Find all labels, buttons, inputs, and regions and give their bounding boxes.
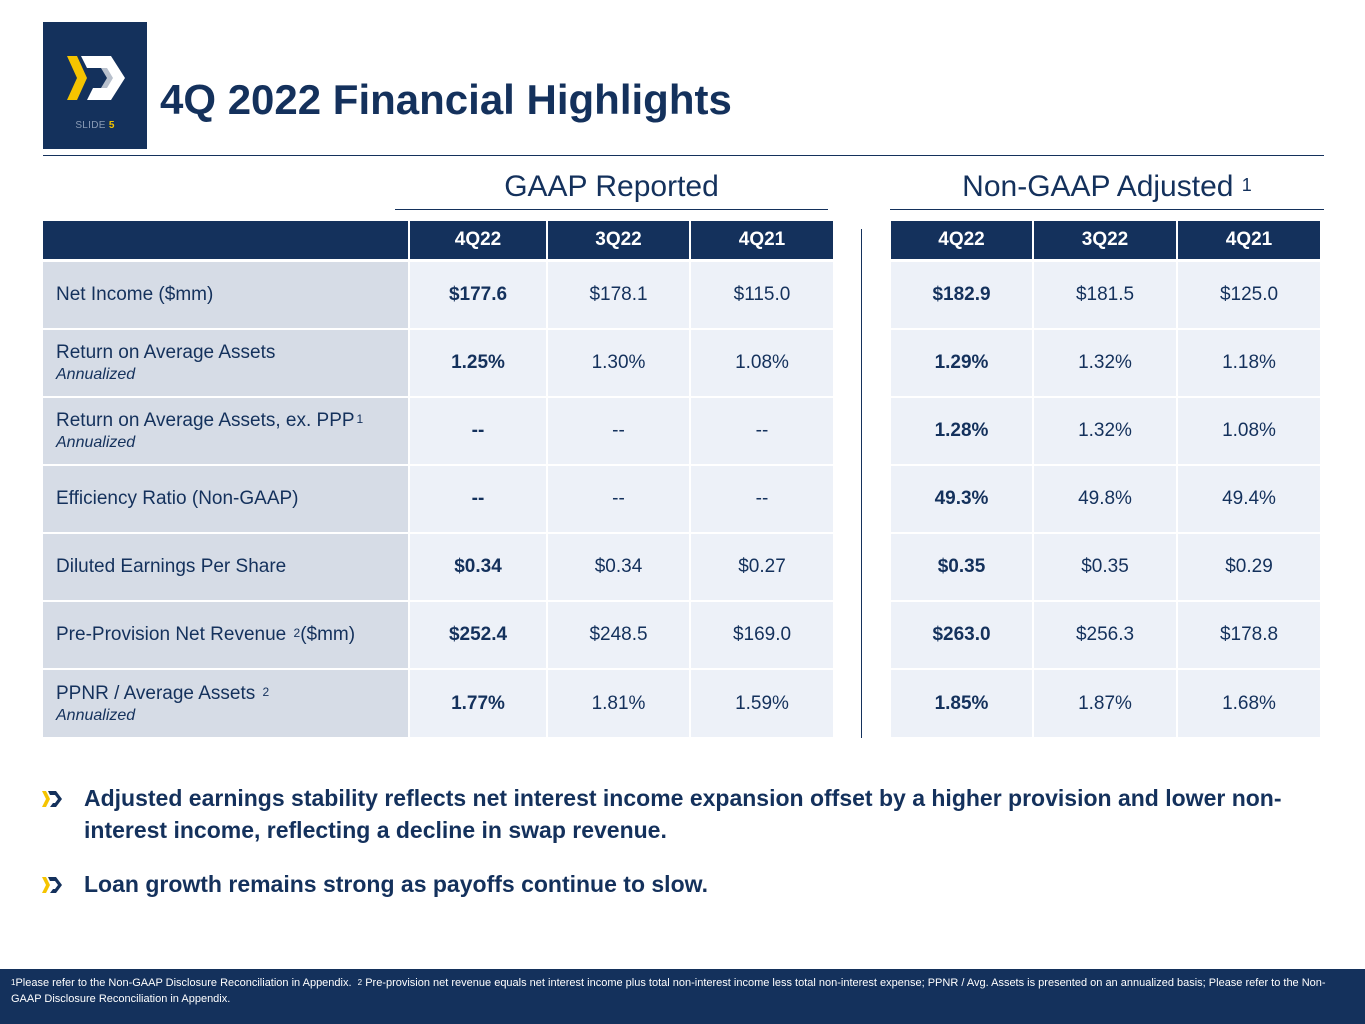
table-cell: $115.0	[691, 262, 833, 328]
table-cell: 1.68%	[1178, 670, 1320, 737]
table-cell: --	[410, 466, 546, 532]
table-cell: 1.25%	[410, 330, 546, 396]
table-cell: 1.81%	[548, 670, 689, 737]
table-cell: $169.0	[691, 602, 833, 668]
table-row-label: PPNR / Average Assets 2 Annualized	[43, 670, 408, 737]
non-gaap-section-title-text: Non-GAAP Adjusted	[962, 170, 1234, 203]
table-cell: $0.35	[1034, 534, 1176, 600]
table-cell: $125.0	[1178, 262, 1320, 328]
footnote-text: Pre-provision net revenue equals net int…	[11, 977, 1326, 1005]
table-cell: 1.08%	[1178, 398, 1320, 464]
gaap-section-underline	[395, 209, 828, 210]
footnote-number: 1	[11, 978, 16, 987]
gaap-col-header-3q22: 3Q22	[548, 221, 689, 259]
gaap-section-title-text: GAAP Reported	[504, 170, 719, 203]
row-label: Net Income ($mm)	[56, 284, 214, 305]
table-cell: 49.4%	[1178, 466, 1320, 532]
table-cell: 49.3%	[891, 466, 1032, 532]
table-cell: $177.6	[410, 262, 546, 328]
table-row-label: Net Income ($mm)	[43, 262, 408, 328]
table-cell: --	[410, 398, 546, 464]
non-gaap-section-underline	[890, 209, 1324, 210]
table-cell: 1.30%	[548, 330, 689, 396]
row-sublabel: Annualized	[56, 706, 136, 724]
non-gaap-section-title: Non-GAAP Adjusted 1	[890, 168, 1324, 206]
table-cell: --	[691, 398, 833, 464]
table-cell: 1.18%	[1178, 330, 1320, 396]
table-row-label: Pre-Provision Net Revenue 2($mm)	[43, 602, 408, 668]
table-cell: 1.85%	[891, 670, 1032, 737]
table-cell: $263.0	[891, 602, 1032, 668]
row-label: Return on Average Assets	[56, 342, 276, 363]
row-sublabel: Annualized	[56, 366, 136, 383]
title-divider	[43, 155, 1324, 156]
footnote-number: 2	[357, 978, 363, 987]
table-row-label: Return on Average Assets Annualized	[43, 330, 408, 396]
table-cell: 1.29%	[891, 330, 1032, 396]
row-sublabel: Annualized	[56, 434, 136, 451]
table-cell: $0.27	[691, 534, 833, 600]
table-header-blank	[43, 221, 408, 259]
row-label-suffix: ($mm)	[300, 624, 356, 645]
table-cell: 1.32%	[1034, 330, 1176, 396]
list-item: Adjusted earnings stability reflects net…	[40, 782, 1300, 846]
table-cell: 1.77%	[410, 670, 546, 737]
company-logo: SLIDE 5	[43, 22, 147, 149]
table-cell: $0.34	[548, 534, 689, 600]
row-label: Return on Average Assets, ex. PPP 1	[56, 410, 364, 431]
footnote-ref: 2	[262, 684, 270, 699]
table-cell: $256.3	[1034, 602, 1176, 668]
table-cell: 49.8%	[1034, 466, 1176, 532]
table-cell: $181.5	[1034, 262, 1176, 328]
table-cell: 1.32%	[1034, 398, 1176, 464]
table-cell: --	[691, 466, 833, 532]
table-cell: $0.29	[1178, 534, 1320, 600]
slide-label-text: SLIDE	[75, 120, 106, 131]
table-cell: 1.87%	[1034, 670, 1176, 737]
table-cell: $178.8	[1178, 602, 1320, 668]
table-cell: $182.9	[891, 262, 1032, 328]
non-gaap-col-header-4q22: 4Q22	[891, 221, 1032, 259]
table-row-label: Return on Average Assets, ex. PPP 1 Annua…	[43, 398, 408, 464]
table-cell: $252.4	[410, 602, 546, 668]
table-cell: 1.59%	[691, 670, 833, 737]
table-cell: $248.5	[548, 602, 689, 668]
non-gaap-col-header-3q22: 3Q22	[1034, 221, 1176, 259]
gaap-col-header-4q22: 4Q22	[410, 221, 546, 259]
list-item: Loan growth remains strong as payoffs co…	[40, 868, 1300, 900]
table-cell: $178.1	[548, 262, 689, 328]
row-label: Efficiency Ratio (Non-GAAP)	[56, 488, 299, 509]
table-vertical-divider	[861, 229, 862, 738]
table-cell: 1.28%	[891, 398, 1032, 464]
table-cell: $0.34	[410, 534, 546, 600]
table-cell: 1.08%	[691, 330, 833, 396]
table-row-label: Efficiency Ratio (Non-GAAP)	[43, 466, 408, 532]
chevron-bullet-icon	[42, 791, 62, 807]
footnote-text: Please refer to the Non-GAAP Disclosure …	[15, 977, 352, 989]
slide-number: 5	[108, 120, 115, 131]
logo-chevron-icon	[67, 56, 125, 100]
table-cell: $0.35	[891, 534, 1032, 600]
table-cell: --	[548, 398, 689, 464]
gaap-section-title: GAAP Reported	[395, 168, 828, 206]
footnote-ref: 1	[356, 412, 364, 426]
gaap-col-header-4q21: 4Q21	[691, 221, 833, 259]
chevron-bullet-icon	[42, 877, 62, 893]
table-cell: --	[548, 466, 689, 532]
row-label: Diluted Earnings Per Share	[56, 556, 287, 577]
bullet-text: Adjusted earnings stability reflects net…	[84, 785, 1282, 843]
footnote-ref: 2	[293, 626, 301, 640]
row-label: PPNR / Average Assets 2	[56, 682, 270, 704]
slide-number-label: SLIDE 5	[43, 120, 147, 131]
non-gaap-col-header-4q21: 4Q21	[1178, 221, 1320, 259]
bullet-text: Loan growth remains strong as payoffs co…	[84, 871, 709, 897]
non-gaap-footnote-ref: 1	[1241, 175, 1252, 195]
row-label: Pre-Provision Net Revenue 2($mm)	[56, 624, 356, 645]
table-row-label: Diluted Earnings Per Share	[43, 534, 408, 600]
page-title: 4Q 2022 Financial Highlights	[160, 76, 732, 123]
footnotes-bar: 1Please refer to the Non-GAAP Disclosure…	[0, 969, 1365, 1024]
